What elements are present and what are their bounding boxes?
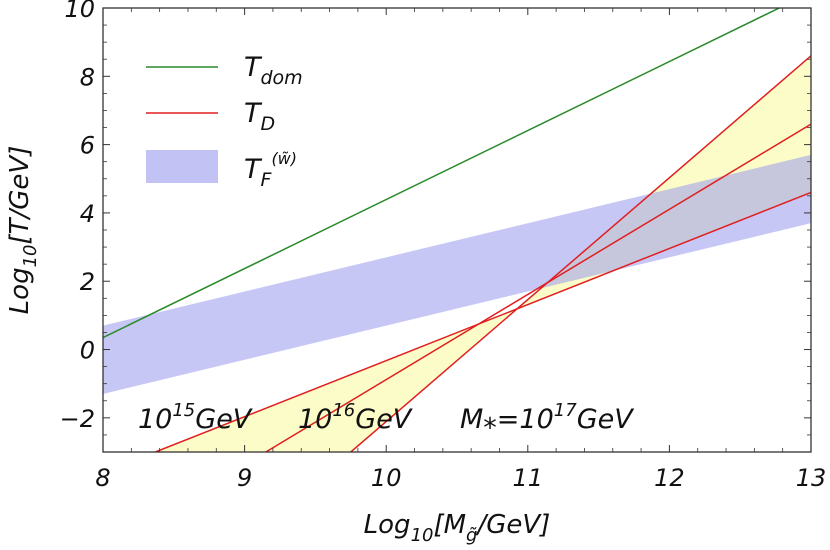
y-tick-label: 10 xyxy=(64,0,95,23)
legend: Tdom TD TF(w̃) xyxy=(146,52,303,191)
x-axis-title: Log10[Mg̃/GeV] xyxy=(364,510,551,546)
x-tick-label: 8 xyxy=(95,464,110,492)
x-tick-label: 13 xyxy=(796,464,827,492)
legend-swatch-tf xyxy=(146,150,218,183)
x-tick-label: 10 xyxy=(371,464,402,492)
y-tick-label: 8 xyxy=(80,63,95,91)
ticks-layer: 8 9 10 11 12 13 −2 0 2 4 6 8 10 xyxy=(60,0,827,492)
x-tick-label: 12 xyxy=(654,464,685,492)
band-tf-blue xyxy=(103,154,811,394)
x-tick-label: 9 xyxy=(237,464,252,492)
x-tick-label: 11 xyxy=(513,464,544,492)
legend-label-td: TD xyxy=(244,98,275,135)
series-tdom-line xyxy=(103,8,781,339)
y-tick-label: −2 xyxy=(60,405,95,433)
annotation-mstar-1e17: M⁎=1017GeV xyxy=(460,400,635,435)
y-tick-label: 6 xyxy=(80,132,95,160)
data-layer xyxy=(103,8,811,452)
series-td-1e15-line xyxy=(155,191,811,452)
annotation-1e16: 1016GeV xyxy=(298,400,414,435)
y-tick-label: 4 xyxy=(80,200,95,228)
y-axis-title: Log10[T/GeV] xyxy=(5,146,41,315)
y-tick-label: 0 xyxy=(80,337,95,365)
y-tick-label: 2 xyxy=(80,268,95,296)
series-td-1e17-line xyxy=(350,55,811,452)
series-td-1e16-line xyxy=(265,123,811,452)
legend-label-tf: TF(w̃) xyxy=(244,149,297,191)
legend-label-tdom: Tdom xyxy=(244,52,303,89)
annotation-1e15: 1015GeV xyxy=(138,400,254,435)
